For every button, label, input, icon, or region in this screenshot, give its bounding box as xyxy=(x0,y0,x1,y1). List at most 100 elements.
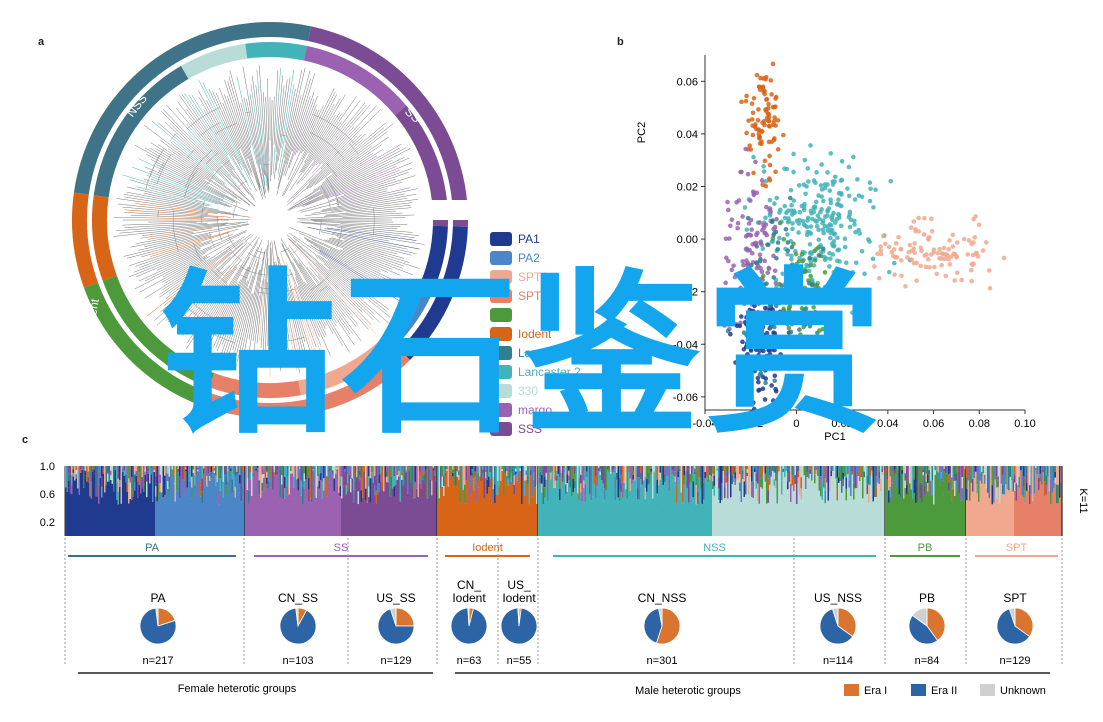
structure-bar xyxy=(96,466,99,497)
structure-bar xyxy=(236,471,238,475)
structure-bar xyxy=(509,466,511,473)
scatter-point xyxy=(959,277,965,283)
structure-bar xyxy=(1038,489,1040,536)
structure-bar xyxy=(836,466,839,478)
structure-bar xyxy=(577,466,579,480)
structure-bar xyxy=(806,466,809,472)
structure-bar xyxy=(999,466,1001,503)
structure-bar xyxy=(300,495,303,536)
structure-bar xyxy=(201,503,204,536)
structure-bar xyxy=(848,487,851,536)
structure-bar xyxy=(1045,494,1048,536)
structure-bar xyxy=(314,466,316,475)
pie-slice xyxy=(467,607,470,627)
structure-bar xyxy=(988,466,991,499)
scatter-point xyxy=(735,225,740,231)
structure-bar xyxy=(1005,484,1007,536)
structure-bar xyxy=(898,494,901,536)
structure-bar xyxy=(766,503,768,536)
structure-bar xyxy=(862,498,864,536)
structure-bar xyxy=(1060,474,1063,483)
structure-bar xyxy=(162,466,165,498)
scatter-point xyxy=(756,359,762,364)
structure-bar xyxy=(365,466,367,478)
structure-bar xyxy=(888,502,890,536)
structure-bar xyxy=(441,486,444,536)
legend-swatch xyxy=(490,422,512,436)
structure-bar xyxy=(739,482,741,492)
structure-bar xyxy=(317,476,319,487)
structure-bar xyxy=(655,472,657,536)
scatter-point xyxy=(842,236,848,242)
structure-bar xyxy=(278,466,280,476)
tree-branch xyxy=(286,138,364,206)
structure-bar xyxy=(521,504,523,536)
structure-bar xyxy=(745,466,747,476)
structure-bar xyxy=(811,466,813,481)
structure-bar xyxy=(131,499,133,536)
y-tick-label: 0.04 xyxy=(677,129,698,141)
structure-bar xyxy=(170,481,172,536)
structure-bar xyxy=(299,470,301,536)
structure-bar xyxy=(889,476,892,487)
structure-bar xyxy=(854,488,857,536)
structure-bar xyxy=(773,479,776,486)
structure-bar xyxy=(456,476,459,536)
structure-bar xyxy=(701,503,704,536)
structure-bar xyxy=(1015,466,1018,484)
structure-bar xyxy=(197,467,199,470)
scatter-point xyxy=(761,361,766,366)
structure-bar xyxy=(108,466,111,474)
tree-branch xyxy=(158,144,238,198)
structure-bar xyxy=(1059,466,1061,498)
structure-bar xyxy=(1054,471,1057,478)
scatter-point xyxy=(924,252,929,257)
scatter-point xyxy=(744,258,749,263)
structure-bar xyxy=(513,466,516,476)
structure-bar xyxy=(206,466,208,477)
structure-bar xyxy=(146,497,148,536)
scatter-point xyxy=(728,331,733,337)
ring-nss-outer xyxy=(73,22,312,195)
scatter-point xyxy=(818,294,824,300)
structure-bar xyxy=(246,489,249,536)
structure-bar xyxy=(782,466,785,469)
structure-bar xyxy=(372,466,375,483)
structure-bar xyxy=(987,466,989,493)
group-label: PA xyxy=(145,542,160,554)
scatter-point xyxy=(757,277,762,282)
structure-bar xyxy=(946,466,949,474)
structure-bar xyxy=(885,466,887,470)
structure-bar xyxy=(90,482,93,499)
structure-bar xyxy=(461,466,463,478)
structure-bar xyxy=(129,482,132,500)
structure-bar xyxy=(736,480,738,536)
structure-bar xyxy=(754,466,756,470)
structure-bar xyxy=(266,483,268,536)
tree-internal-arc xyxy=(245,111,252,114)
structure-bar xyxy=(323,490,325,536)
structure-bar xyxy=(913,466,916,480)
structure-bar xyxy=(143,491,145,536)
scatter-point xyxy=(767,351,773,357)
structure-y-tick: 0.6 xyxy=(40,489,55,501)
structure-bar xyxy=(881,475,884,536)
structure-bar xyxy=(760,466,762,487)
scatter-point xyxy=(923,264,929,270)
structure-bar xyxy=(123,466,126,471)
tree-branch xyxy=(127,186,210,207)
scatter-point xyxy=(797,281,803,287)
structure-bar xyxy=(614,466,617,478)
structure-bar xyxy=(386,476,388,483)
scatter-point xyxy=(749,308,755,314)
structure-bar xyxy=(414,497,417,536)
tree-branch xyxy=(306,240,390,287)
structure-bar xyxy=(225,485,228,495)
structure-bar xyxy=(452,466,454,470)
structure-bar xyxy=(347,466,349,475)
y-tick-label: -0.04 xyxy=(673,339,698,351)
structure-bar xyxy=(230,473,232,536)
structure-bar xyxy=(476,484,478,503)
structure-bar xyxy=(689,466,692,474)
structure-bar xyxy=(613,472,615,536)
